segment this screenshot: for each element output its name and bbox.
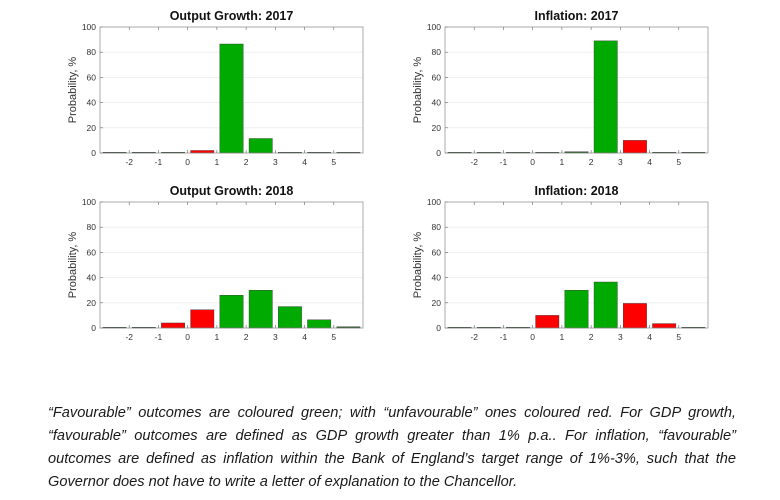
y-tick-label: 100: [82, 22, 96, 32]
x-tick-label: 3: [618, 332, 623, 342]
chart-output-growth-2018: Output Growth: 2018 Probability, % 0 20 40 60…: [60, 175, 390, 350]
y-tick-label: 60: [87, 247, 97, 257]
x-tick-label: 2: [589, 157, 594, 167]
y-tick-label: 80: [87, 222, 97, 232]
x-tick-label: 3: [618, 157, 623, 167]
y-axis-label: Probability, %: [67, 232, 79, 299]
bar: [219, 295, 244, 329]
bar: [307, 319, 332, 329]
y-tick-label: 0: [436, 148, 441, 158]
y-axis-label: Probability, %: [412, 57, 424, 124]
bar: [623, 303, 647, 329]
y-tick-label: 0: [91, 148, 96, 158]
x-tick-label: 4: [647, 157, 652, 167]
chart-inflation-2018: Inflation: 2018 Probability, % 0 20 40 60 80 10…: [405, 175, 735, 350]
y-tick-label: 40: [87, 273, 97, 283]
x-tick-label: -2: [125, 157, 133, 167]
y-tick-label: 60: [87, 72, 97, 82]
x-tick-label: 1: [560, 332, 565, 342]
chart-title: Inflation: 2017: [534, 9, 618, 23]
chart-inflation-2017: Inflation: 2017 Probability, % 0 20 40 60 80 10…: [405, 0, 735, 175]
axes-box: [99, 26, 364, 154]
chart-title: Output Growth: 2017: [170, 9, 294, 23]
x-tick-label: -1: [500, 332, 508, 342]
chart-output-growth-2017: Output Growth: 2017 Probability, % 0 20 40 60…: [60, 0, 390, 175]
x-tick-label: 4: [302, 157, 307, 167]
y-axis-label: Probability, %: [412, 232, 424, 299]
y-tick-label: 60: [432, 72, 442, 82]
y-tick-label: 20: [432, 298, 442, 308]
y-tick-label: 0: [436, 323, 441, 333]
y-tick-label: 20: [87, 123, 97, 133]
y-tick-label: 20: [87, 298, 97, 308]
axes-box: [444, 26, 709, 154]
x-tick-label: 1: [560, 157, 565, 167]
y-axis-label: Probability, %: [67, 57, 79, 124]
chart-title: Output Growth: 2018: [170, 184, 294, 198]
figure-caption: “Favourable” outcomes are coloured green…: [48, 404, 736, 491]
x-tick-label: 5: [676, 332, 681, 342]
x-tick-label: 1: [215, 157, 220, 167]
x-tick-label: -1: [500, 157, 508, 167]
x-tick-label: -1: [155, 157, 163, 167]
bar: [278, 306, 302, 329]
bar: [190, 150, 215, 154]
x-tick-label: 0: [530, 332, 535, 342]
y-tick-label: 0: [91, 323, 96, 333]
x-tick-label: 2: [244, 332, 249, 342]
y-tick-label: 40: [432, 98, 442, 108]
x-tick-label: 1: [215, 332, 220, 342]
bar: [652, 323, 677, 329]
bar: [248, 289, 273, 329]
x-tick-label: 5: [331, 157, 336, 167]
y-tick-label: 100: [427, 197, 441, 207]
bar: [593, 40, 618, 154]
y-tick-label: 40: [432, 273, 442, 283]
x-tick-label: -2: [470, 157, 478, 167]
x-tick-label: 3: [273, 157, 278, 167]
x-tick-label: 2: [589, 332, 594, 342]
axes-box: [99, 201, 364, 329]
bar: [535, 315, 560, 329]
bar: [248, 138, 273, 154]
bar: [219, 43, 244, 154]
y-tick-label: 80: [432, 222, 442, 232]
bar: [161, 322, 185, 329]
bar: [623, 140, 647, 154]
x-tick-label: 2: [244, 157, 249, 167]
y-tick-label: 40: [87, 98, 97, 108]
x-tick-label: 5: [331, 332, 336, 342]
bar: [564, 289, 589, 329]
y-tick-label: 100: [427, 22, 441, 32]
y-tick-label: 80: [87, 47, 97, 57]
x-tick-label: 0: [185, 157, 190, 167]
x-tick-label: 4: [647, 332, 652, 342]
x-tick-label: 0: [530, 157, 535, 167]
bar: [190, 309, 215, 329]
x-tick-label: 5: [676, 157, 681, 167]
y-tick-label: 20: [432, 123, 442, 133]
x-tick-label: -2: [125, 332, 133, 342]
x-tick-label: -1: [155, 332, 163, 342]
x-tick-label: 3: [273, 332, 278, 342]
chart-title: Inflation: 2018: [534, 184, 618, 198]
x-tick-label: 0: [185, 332, 190, 342]
x-tick-label: -2: [470, 332, 478, 342]
y-tick-label: 100: [82, 197, 96, 207]
x-tick-label: 4: [302, 332, 307, 342]
y-tick-label: 80: [432, 47, 442, 57]
y-tick-label: 60: [432, 247, 442, 257]
bar: [593, 281, 618, 329]
axes-box: [444, 201, 709, 329]
